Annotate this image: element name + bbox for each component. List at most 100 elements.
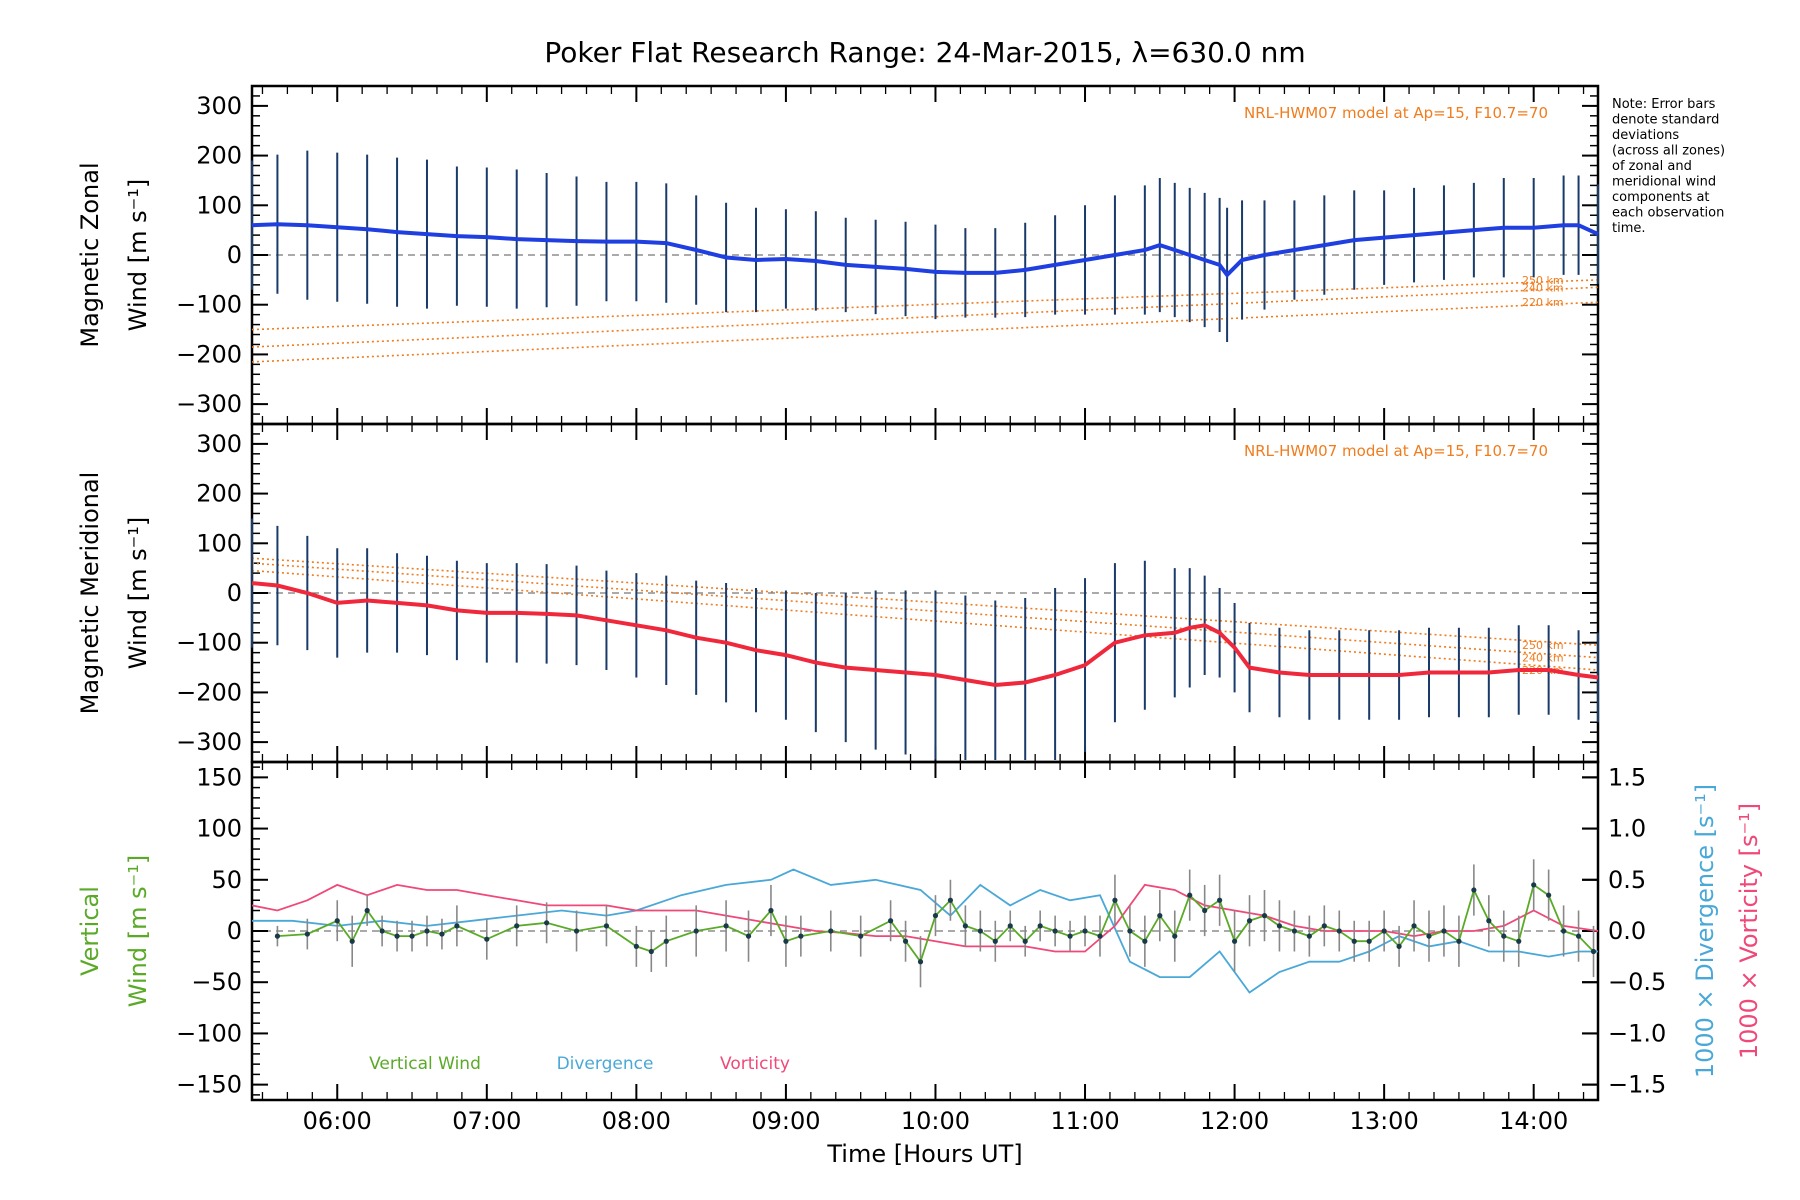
vertical-wind-point [1501, 933, 1507, 939]
y2-tick-label: 1.0 [1608, 815, 1646, 843]
y-axis-label-line1: Vertical [76, 886, 104, 976]
vertical-wind-point [723, 923, 729, 929]
vertical-wind-point [1306, 933, 1312, 939]
vertical-wind-point [992, 938, 998, 944]
model-altitude-label: 240 km [1522, 281, 1564, 294]
vertical-wind-point [544, 920, 550, 926]
vertical-wind-point [573, 928, 580, 934]
y-tick-label: −300 [176, 390, 242, 418]
vertical-wind-point [663, 938, 669, 944]
vertical-wind-point [1321, 923, 1327, 929]
vertical-wind-point [858, 933, 864, 939]
y-tick-label: 150 [196, 763, 242, 791]
x-tick-label: 06:00 [303, 1107, 372, 1135]
y-axis-label-line1: Magnetic Zonal [76, 162, 104, 347]
note-line: denote standard [1612, 113, 1719, 128]
vertical-wind-point [1486, 918, 1492, 924]
y-tick-label: 100 [196, 815, 242, 843]
y-tick-label: −300 [176, 728, 242, 756]
y2-tick-label: −0.5 [1608, 968, 1666, 996]
y-tick-label: 200 [196, 480, 242, 508]
y2-tick-label: 1.5 [1608, 763, 1646, 791]
vertical-wind-point [1291, 928, 1298, 934]
vertical-wind-point [1546, 892, 1552, 898]
vertical-wind-point [1471, 887, 1477, 893]
vertical-wind-point [1082, 928, 1088, 934]
vertical-wind-point [1261, 913, 1268, 919]
model-altitude-label: 250 km [1522, 274, 1564, 287]
vertical-wind-point [454, 923, 460, 929]
y-tick-label: 300 [196, 430, 242, 458]
vertical-wind-point [798, 933, 804, 939]
x-tick-label: 07:00 [452, 1107, 521, 1135]
vertical-wind-point [768, 907, 774, 914]
vertical-wind-point [1426, 933, 1432, 939]
zonal-wind-line [251, 222, 1599, 278]
model-line [251, 569, 1599, 671]
vertical-wind-point [1112, 897, 1118, 903]
vertical-wind-point [1396, 943, 1402, 949]
x-tick-label: 12:00 [1200, 1107, 1269, 1135]
note-line: of zonal and [1612, 159, 1692, 174]
vertical-wind-point [1217, 897, 1223, 903]
x-tick-label: 08:00 [602, 1107, 671, 1135]
vertical-wind-point [783, 938, 789, 944]
y-axis-label-line2: Wind [m s⁻¹] [124, 855, 152, 1007]
vertical-wind-point [1336, 928, 1342, 934]
y2-tick-label: 0.5 [1608, 866, 1646, 894]
vertical-wind-point [1351, 938, 1357, 944]
y-tick-label: 200 [196, 142, 242, 170]
legend-entry: Divergence [557, 1054, 654, 1074]
vertical-wind-point [947, 897, 954, 903]
vertical-wind-point [1067, 933, 1073, 939]
model-line [251, 286, 1599, 348]
x-tick-label: 14:00 [1499, 1107, 1568, 1135]
vertical-wind-point [1590, 948, 1597, 955]
vertical-wind-panel: −150 −100 −50 0 50 100 150 Vertical Wind [m s⁻¹]… [76, 760, 1763, 1135]
vertical-wind-point [932, 913, 939, 919]
vertical-wind-point [745, 933, 752, 939]
vertical-wind-point [349, 938, 355, 944]
vertical-wind-point [1052, 928, 1058, 934]
vertical-wind-point [274, 933, 281, 939]
x-tick-label: 13:00 [1350, 1107, 1419, 1135]
legend-entry: Vertical Wind [369, 1054, 481, 1074]
y-tick-label: −150 [176, 1071, 242, 1099]
vertical-wind-point [962, 923, 968, 929]
x-axis-label: Time [Hours UT] [826, 1140, 1022, 1168]
vertical-wind-point [394, 933, 400, 939]
vertical-wind-point [1097, 933, 1103, 939]
y-tick-label: 100 [196, 191, 242, 219]
vertical-wind-point [917, 959, 924, 965]
vertical-wind-point [1007, 923, 1013, 929]
y-tick-label: −200 [176, 678, 242, 706]
vertical-wind-point [603, 923, 610, 929]
y-tick-label: 0 [227, 241, 242, 269]
y-axis-label-line2: Wind [m s⁻¹] [124, 517, 152, 669]
vertical-wind-point [977, 928, 983, 934]
model-line [251, 301, 1599, 363]
y-tick-label: −200 [176, 340, 242, 368]
model-line [251, 557, 1599, 646]
y2-tick-label: −1.0 [1608, 1019, 1666, 1047]
divergence-axis-label: 1000 × Divergence [s⁻¹] [1691, 784, 1719, 1078]
vertical-wind-point [1142, 938, 1148, 944]
vertical-wind-point [334, 918, 340, 924]
vertical-wind-point [1411, 923, 1417, 929]
vertical-wind-point [484, 936, 490, 942]
model-line [251, 279, 1599, 331]
vertical-wind-point [1127, 928, 1133, 934]
vertical-wind-point [1231, 938, 1238, 944]
model-altitude-label: 220 km [1522, 296, 1564, 309]
vertical-wind-point [1157, 913, 1163, 919]
vertical-wind-point [1202, 907, 1208, 914]
note-line: (across all zones) [1612, 144, 1725, 159]
y2-tick-label: 0.0 [1608, 917, 1646, 945]
y-axis-label-line1: Magnetic Meridional [76, 472, 104, 715]
note-line: time. [1612, 221, 1646, 236]
vertical-wind-point [633, 943, 639, 949]
y-tick-label: −100 [176, 629, 242, 657]
vertical-wind-point [1187, 892, 1193, 898]
